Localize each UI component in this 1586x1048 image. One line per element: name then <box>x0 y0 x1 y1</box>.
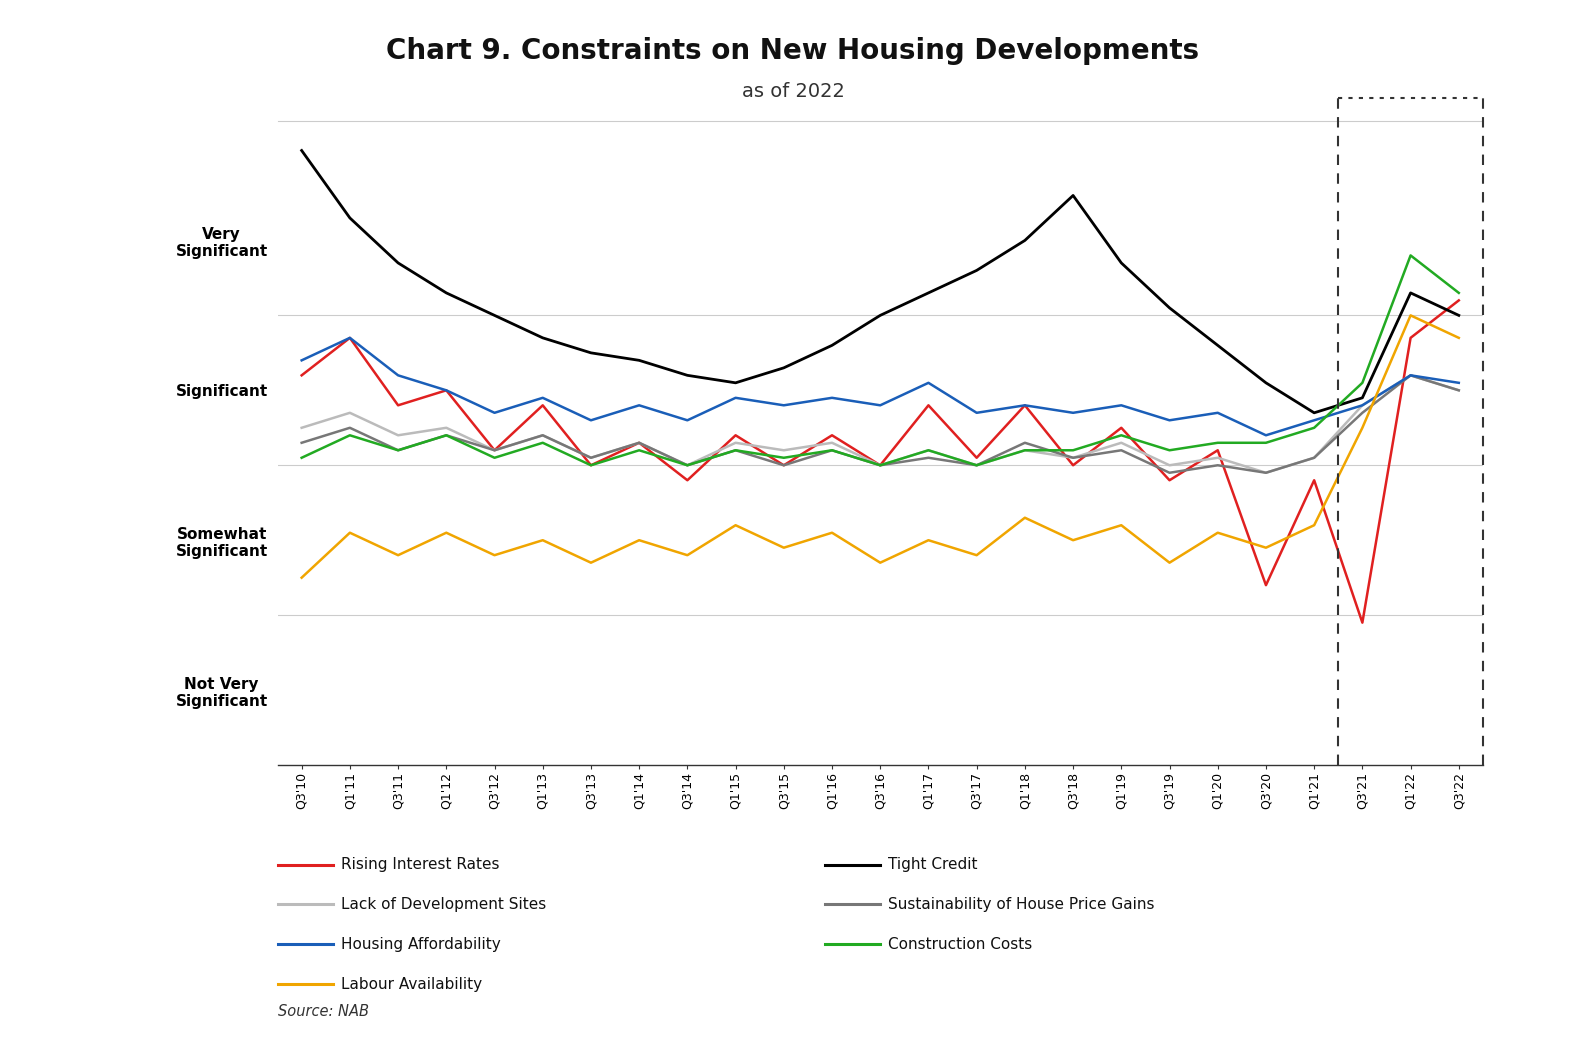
Text: Rising Interest Rates: Rising Interest Rates <box>341 857 500 872</box>
Text: Chart 9. Constraints on New Housing Developments: Chart 9. Constraints on New Housing Deve… <box>387 37 1199 65</box>
Text: Labour Availability: Labour Availability <box>341 977 482 991</box>
Text: Sustainability of House Price Gains: Sustainability of House Price Gains <box>888 897 1155 912</box>
Text: Construction Costs: Construction Costs <box>888 937 1032 952</box>
Text: Housing Affordability: Housing Affordability <box>341 937 501 952</box>
Text: Source: NAB: Source: NAB <box>278 1004 368 1019</box>
Text: as of 2022: as of 2022 <box>742 82 844 101</box>
Text: Tight Credit: Tight Credit <box>888 857 977 872</box>
Text: Lack of Development Sites: Lack of Development Sites <box>341 897 546 912</box>
